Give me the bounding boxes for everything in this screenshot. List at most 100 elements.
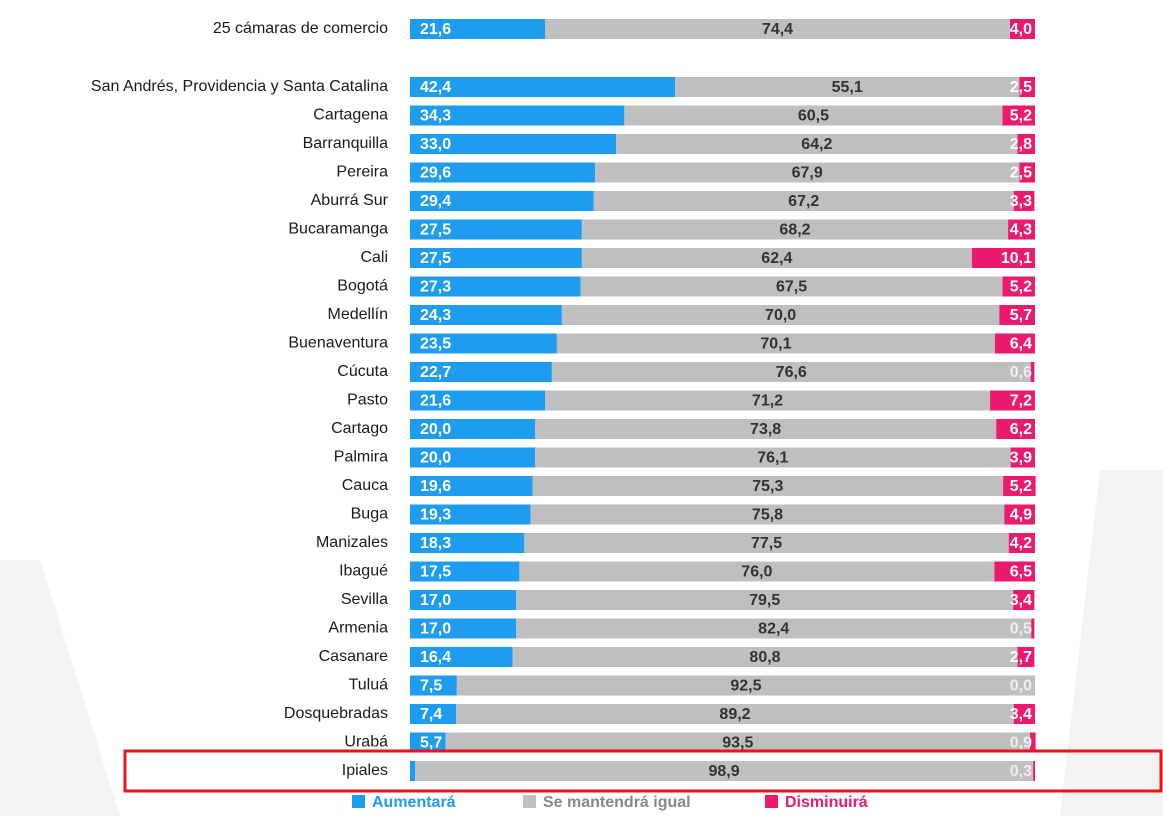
value-label: 70,1: [760, 336, 791, 353]
bar-segment: [1030, 362, 1035, 382]
bar-segment: [410, 134, 617, 154]
bar-segment: [545, 19, 1010, 39]
value-label: 64,2: [801, 136, 832, 153]
bar-segment: [410, 333, 557, 354]
value-label: 3,4: [1010, 592, 1032, 609]
value-label: 82,4: [758, 621, 789, 638]
value-label: 20,0: [420, 450, 451, 467]
value-label: 17,0: [420, 621, 451, 638]
category-label: Casanare: [319, 648, 388, 665]
value-label: 55,1: [832, 79, 863, 96]
value-label: 5,7: [420, 735, 442, 752]
background-shape: [0, 560, 120, 816]
bar-segment: [1017, 134, 1035, 154]
value-label: 23,5: [420, 336, 451, 353]
bar-segment: [1017, 647, 1035, 667]
bar-segment: [516, 590, 1014, 610]
value-label: 27,3: [420, 279, 451, 296]
bar-segment: [410, 761, 415, 781]
bar-segment: [519, 561, 995, 582]
value-label: 21,6: [420, 393, 451, 410]
value-label: 2,5: [1010, 165, 1032, 182]
bar-segment: [581, 248, 972, 268]
value-label: 2,8: [1010, 136, 1032, 153]
value-label: 92,5: [730, 678, 761, 695]
legend-label: Aumentará: [372, 794, 456, 811]
bar-segment: [1003, 476, 1036, 496]
category-label: Dosquebradas: [284, 705, 388, 722]
category-label: Ibagué: [339, 563, 388, 580]
value-label: 21,6: [420, 21, 451, 38]
category-label: Palmira: [334, 449, 388, 466]
value-label: 4,0: [1010, 21, 1032, 38]
bar-segment: [995, 333, 1035, 354]
bar-segment: [616, 134, 1018, 154]
value-label: 62,4: [761, 250, 792, 267]
bar-segment: [530, 504, 1005, 525]
value-label: 16,4: [420, 649, 451, 666]
bar-segment: [410, 390, 545, 411]
bar-segment: [410, 504, 531, 525]
bar-segment: [1030, 732, 1036, 753]
value-label: 6,4: [1010, 336, 1032, 353]
category-label: Cartago: [331, 420, 388, 437]
bar-segment: [524, 533, 1009, 553]
value-label: 79,5: [749, 592, 780, 609]
bar-segment: [415, 761, 1034, 781]
value-label: 74,4: [762, 21, 793, 38]
value-label: 17,0: [420, 592, 451, 609]
category-label: Buenaventura: [288, 335, 388, 352]
bar-segment: [410, 561, 520, 582]
category-label: Cali: [360, 249, 388, 266]
category-label: Tuluá: [349, 677, 389, 694]
legend-swatch: [765, 795, 778, 808]
category-label: Pasto: [347, 392, 388, 409]
value-label: 0,9: [1010, 735, 1032, 752]
bar-segment: [1033, 761, 1035, 781]
bar-segment: [561, 305, 1000, 325]
bar-segment: [1008, 219, 1035, 240]
bar-segment: [410, 647, 513, 667]
bar-segment: [999, 305, 1035, 325]
bar-segment: [516, 618, 1032, 639]
value-label: 3,3: [1010, 193, 1032, 210]
value-label: 4,9: [1010, 507, 1032, 524]
bar-segment: [1031, 618, 1035, 639]
value-label: 33,0: [420, 136, 451, 153]
value-label: 67,5: [776, 279, 807, 296]
bar-segment: [410, 476, 533, 496]
value-label: 7,5: [420, 678, 442, 695]
value-label: 76,6: [776, 364, 807, 381]
bar-segment: [410, 533, 525, 553]
value-label: 76,1: [757, 450, 788, 467]
bar-segment: [1002, 276, 1035, 297]
value-label: 3,9: [1010, 450, 1032, 467]
bar-segment: [535, 447, 1011, 468]
bar-segment: [675, 77, 1020, 97]
bar-segment: [410, 704, 457, 724]
value-label: 0,6: [1010, 364, 1032, 381]
bar-segment: [1013, 590, 1035, 610]
highlight-box: [123, 749, 1163, 793]
value-label: 0,5: [1010, 621, 1032, 638]
bar-segment: [994, 561, 1035, 582]
bar-segment: [445, 732, 1030, 753]
bar-segment: [410, 732, 446, 753]
bar-segment: [410, 447, 535, 468]
legend-swatch: [523, 795, 536, 808]
bar-segment: [410, 191, 594, 211]
value-label: 89,2: [719, 706, 750, 723]
bar-segment: [410, 162, 595, 183]
bar-segment: [1008, 533, 1035, 553]
value-label: 27,5: [420, 250, 451, 267]
category-label: 25 cámaras de comercio: [213, 20, 388, 37]
value-label: 67,9: [792, 165, 823, 182]
bar-segment: [1013, 704, 1035, 724]
value-label: 5,2: [1010, 478, 1032, 495]
value-label: 6,5: [1010, 564, 1032, 581]
value-label: 6,2: [1010, 421, 1032, 438]
value-label: 5,7: [1010, 307, 1032, 324]
bar-segment: [580, 276, 1003, 297]
value-label: 7,2: [1010, 393, 1032, 410]
